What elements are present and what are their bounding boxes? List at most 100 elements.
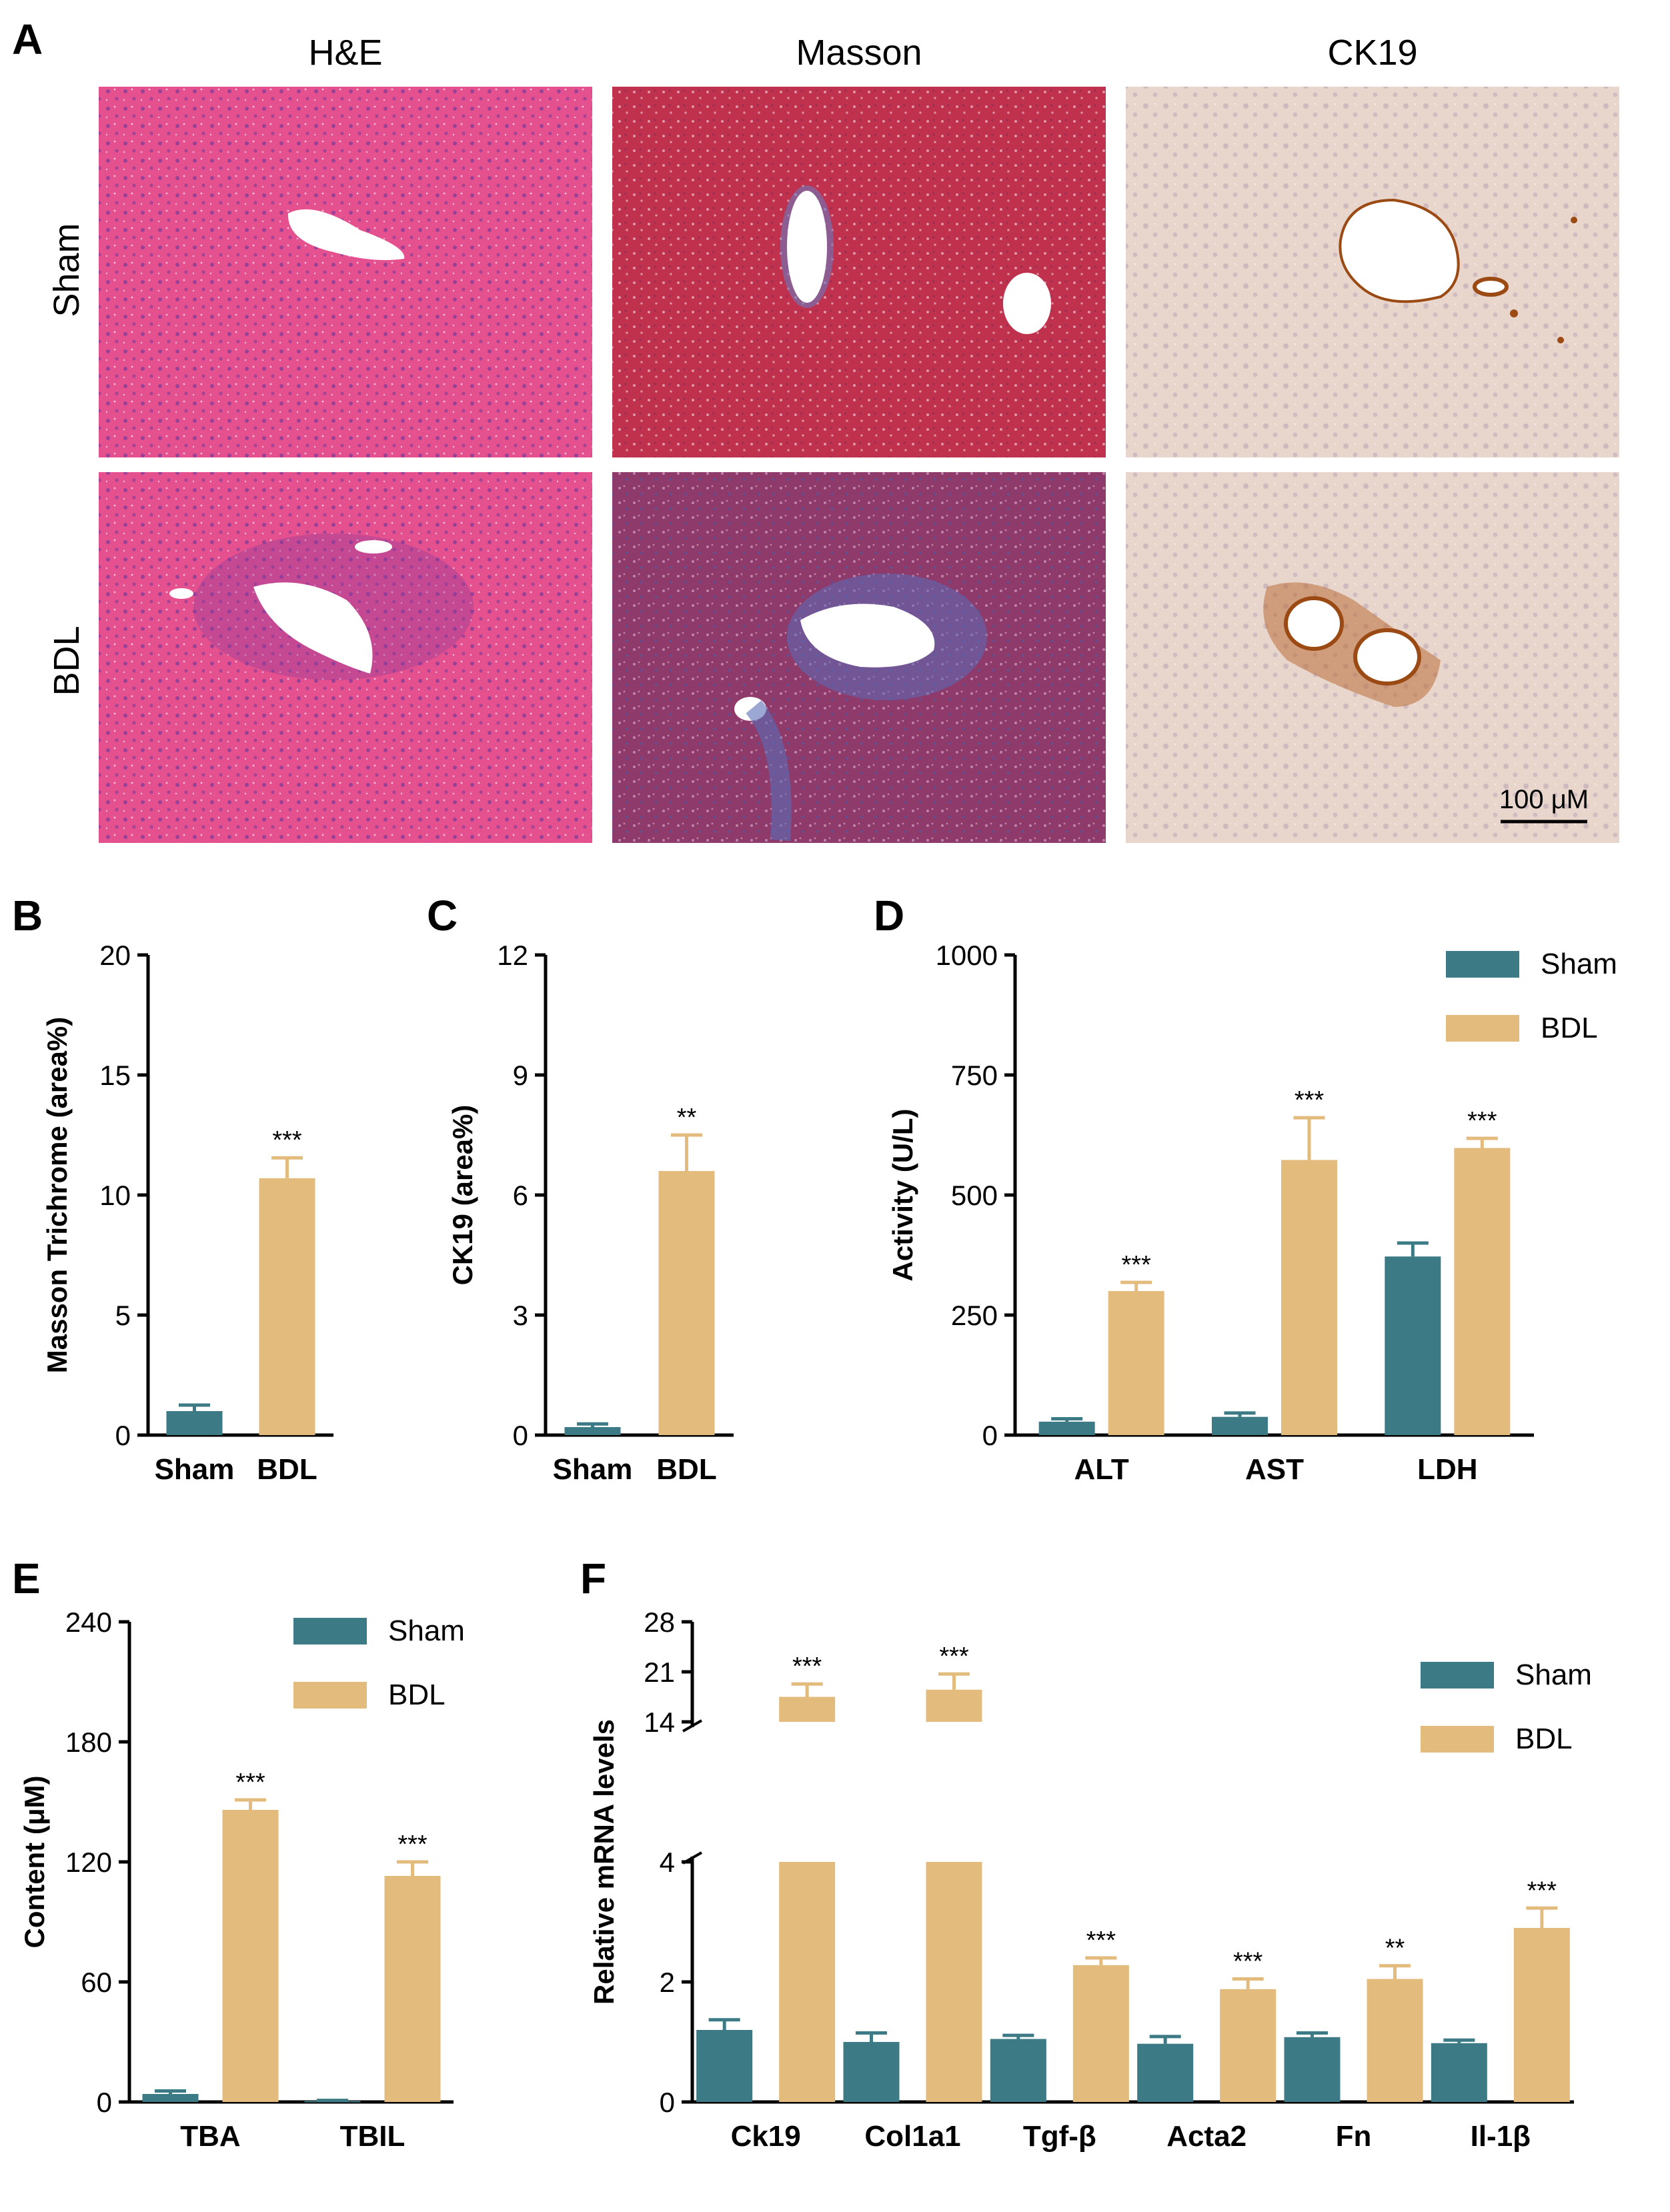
bar-lower — [779, 1862, 836, 2102]
bar — [304, 2101, 361, 2103]
chart-b: 0 5 10 15 20 Masson Trichrome (area%) Sham *** B… — [41, 940, 333, 1486]
y-tick-label: 1000 — [936, 940, 998, 971]
legend-swatch — [293, 1682, 367, 1709]
bar-upper — [926, 1689, 982, 1722]
bar — [1220, 1989, 1277, 2102]
x-tick-label: TBA — [180, 2120, 240, 2153]
y-axis-label: Masson Trichrome (area%) — [41, 1017, 73, 1374]
bar — [564, 1427, 621, 1435]
bar — [1284, 2037, 1341, 2102]
bar — [222, 1810, 279, 2102]
x-tick-label: Col1a1 — [864, 2120, 960, 2153]
legend-label: Sham — [1541, 948, 1617, 980]
x-tick-label: Tgf-β — [1023, 2120, 1096, 2153]
panel-label-c: C — [427, 892, 458, 940]
bar — [1038, 1421, 1095, 1435]
bar — [658, 1171, 715, 1435]
significance-label: *** — [939, 1642, 969, 1671]
y-tick-label: 750 — [951, 1060, 998, 1091]
legend-swatch — [293, 1618, 367, 1644]
vessel — [787, 191, 827, 303]
chart-c: 0 3 6 9 12 CK19 (area%) Sham ** BDL — [447, 940, 734, 1486]
bar — [1137, 2043, 1194, 2102]
x-tick-label: Acta2 — [1166, 2120, 1246, 2153]
vessel — [1284, 596, 1344, 651]
significance-label: *** — [235, 1769, 265, 1797]
y-tick-label: 240 — [65, 1606, 112, 1638]
vessel — [800, 604, 935, 668]
legend-label: Sham — [388, 1614, 465, 1647]
bar — [990, 2039, 1046, 2102]
x-tick-label: Sham — [553, 1453, 633, 1486]
panel-label-d: D — [874, 892, 905, 940]
y-axis-label: Activity (U/L) — [887, 1108, 918, 1281]
bar — [1367, 1979, 1423, 2102]
bar — [1281, 1160, 1337, 1435]
bar — [166, 1411, 223, 1435]
x-tick-label: TBIL — [340, 2120, 405, 2153]
scale-bar-label: 100 μM — [1499, 785, 1589, 814]
bar — [1431, 2043, 1487, 2102]
chart-d: 0 250 500 750 1000 Activity (U/L) ALT *** AST ***… — [887, 940, 1617, 1486]
significance-label: *** — [792, 1652, 822, 1681]
y-tick-label: 21 — [644, 1656, 675, 1688]
legend-label: Sham — [1515, 1658, 1592, 1691]
y-tick-label: 180 — [65, 1727, 112, 1758]
vessel — [287, 209, 405, 261]
tile-sham-he — [99, 87, 592, 457]
chart-e: 0 60 120 180 240 Content (μM) TBA *** TBIL *** Sha… — [19, 1606, 465, 2153]
legend-swatch — [1421, 1662, 1494, 1689]
chart-f: 0 2 4 14 21 28 Relative mRNA levels Ck19 *** Col1… — [588, 1606, 1592, 2153]
x-tick-label: BDL — [257, 1453, 317, 1486]
y-tick-label: 3 — [513, 1300, 528, 1331]
panel-label-a: A — [12, 15, 43, 63]
y-tick-label: 15 — [99, 1060, 131, 1091]
vessel — [1003, 273, 1051, 334]
bar-upper — [779, 1697, 836, 1722]
significance-label: *** — [1233, 1948, 1263, 1976]
y-tick-label: 0 — [513, 1420, 528, 1451]
bar — [1072, 1965, 1129, 2102]
y-tick-label: 20 — [99, 940, 131, 971]
legend-label: BDL — [1541, 1012, 1598, 1044]
legend-label: BDL — [1515, 1723, 1573, 1755]
column-label-masson: Masson — [796, 33, 922, 73]
vessel — [1353, 628, 1421, 686]
column-label-ck19: CK19 — [1327, 33, 1418, 73]
significance-label: *** — [1121, 1251, 1151, 1279]
y-tick-label: 120 — [65, 1847, 112, 1878]
y-tick-label: 2 — [660, 1967, 675, 1998]
bar — [142, 2094, 199, 2102]
y-tick-label: 60 — [81, 1967, 112, 1998]
x-tick-label: ALT — [1074, 1453, 1129, 1486]
x-tick-label: Il-1β — [1471, 2120, 1531, 2153]
y-tick-label: 4 — [660, 1847, 675, 1878]
y-axis-label: Relative mRNA levels — [588, 1719, 620, 2005]
bar — [843, 2042, 900, 2102]
legend-label: BDL — [388, 1679, 446, 1711]
y-tick-label: 0 — [97, 2087, 112, 2118]
x-tick-label: Sham — [155, 1453, 235, 1486]
significance-label: *** — [1467, 1107, 1497, 1135]
axis-break — [682, 1719, 702, 1733]
significance-label: ** — [677, 1104, 697, 1132]
bar — [259, 1178, 315, 1435]
y-axis-label: CK19 (area%) — [447, 1105, 478, 1286]
y-tick-label: 28 — [644, 1606, 675, 1638]
x-tick-label: Fn — [1336, 2120, 1372, 2153]
y-tick-label: 500 — [951, 1180, 998, 1211]
significance-label: *** — [1086, 1927, 1116, 1955]
y-tick-label: 5 — [115, 1300, 131, 1331]
panel-label-f: F — [580, 1554, 607, 1602]
x-tick-label: BDL — [656, 1453, 716, 1486]
y-tick-label: 12 — [497, 940, 528, 971]
x-tick-label: LDH — [1417, 1453, 1477, 1486]
y-axis-label: Content (μM) — [19, 1776, 50, 1949]
bar — [1513, 1928, 1570, 2102]
legend-swatch — [1446, 1015, 1519, 1042]
significance-label: *** — [397, 1831, 428, 1859]
bar — [1385, 1256, 1441, 1435]
histology-grid: 100 μM — [99, 87, 1619, 843]
significance-label: *** — [1295, 1086, 1325, 1114]
panel-label-b: B — [12, 892, 43, 940]
